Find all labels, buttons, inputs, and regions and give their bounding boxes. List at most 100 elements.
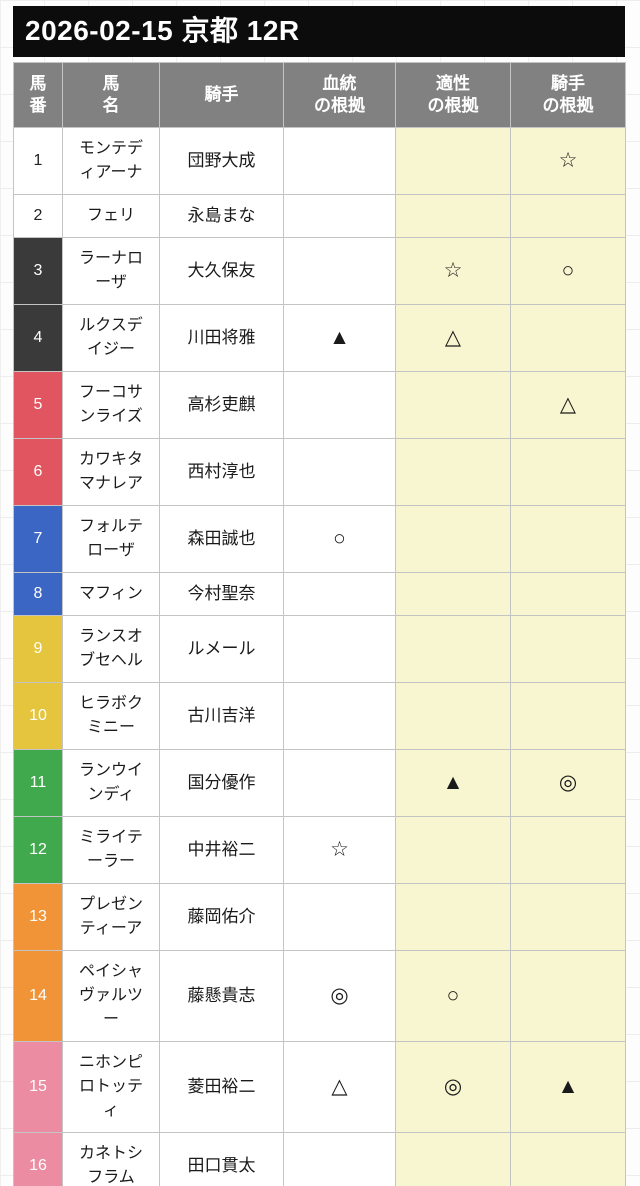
aptitude-mark-cell: ○ <box>395 950 511 1042</box>
horse-name: ランウインディ <box>78 762 143 803</box>
blood-mark-cell <box>283 572 396 616</box>
jockey-mark-cell <box>510 950 626 1042</box>
jockey-mark-cell: ▲ <box>510 1041 626 1133</box>
race-table-body: 1 モンテディアーナ 団野大成 ☆ 2 フェリ 永島まな 3 ラーナローザ 大久… <box>13 127 626 1186</box>
horse-name-cell: ニホンピロトッティ <box>62 1041 160 1133</box>
horse-name-cell: ルクスデイジー <box>62 304 160 372</box>
horse-name: マフィン <box>79 585 143 602</box>
horse-name: ニホンピロトッティ <box>78 1054 143 1119</box>
blood-mark-cell: ☆ <box>283 816 396 884</box>
jockey-mark-cell: △ <box>510 371 626 439</box>
race-table: 馬番馬名騎手 血統 の根拠 適性 の根拠 騎手 の根拠 1 モンテディアーナ 団野大成 ☆ … <box>13 62 626 1186</box>
horse-name-cell: フォルテローザ <box>62 505 160 573</box>
table-row: 4 ルクスデイジー 川田将雅 ▲ △ <box>13 304 626 372</box>
aptitude-mark-cell <box>395 682 511 750</box>
jockey-cell: 藤岡佑介 <box>159 883 284 951</box>
horse-name: カワキタマナレア <box>78 451 143 492</box>
jockey-cell: 古川吉洋 <box>159 682 284 750</box>
horse-name: ヒラボクミニー <box>78 695 143 736</box>
blood-mark-cell <box>283 237 396 305</box>
horse-number-cell: 8 <box>13 572 63 616</box>
horse-name: カネトシフラム <box>78 1145 143 1186</box>
jockey-mark-cell <box>510 194 626 238</box>
blood-mark-cell <box>283 438 396 506</box>
horse-number-cell: 7 <box>13 505 63 573</box>
blood-mark-cell <box>283 749 396 817</box>
jockey-mark-cell <box>510 682 626 750</box>
jockey-cell: 大久保友 <box>159 237 284 305</box>
horse-number-cell: 13 <box>13 883 63 951</box>
aptitude-mark-cell <box>395 438 511 506</box>
horse-number-cell: 2 <box>13 194 63 238</box>
aptitude-mark-cell <box>395 1132 511 1186</box>
horse-name-cell: プレゼンティーア <box>62 883 160 951</box>
jockey-mark-cell: ◎ <box>510 749 626 817</box>
horse-name-cell: ランウインディ <box>62 749 160 817</box>
table-row: 13 プレゼンティーア 藤岡佑介 <box>13 883 626 951</box>
blood-mark-cell: ▲ <box>283 304 396 372</box>
table-row: 10 ヒラボクミニー 古川吉洋 <box>13 682 626 750</box>
aptitude-mark-cell: △ <box>395 304 511 372</box>
table-row: 16 カネトシフラム 田口貫太 <box>13 1132 626 1186</box>
blood-mark-cell: ○ <box>283 505 396 573</box>
jockey-cell: 西村淳也 <box>159 438 284 506</box>
table-row: 7 フォルテローザ 森田誠也 ○ <box>13 505 626 573</box>
table-row: 1 モンテディアーナ 団野大成 ☆ <box>13 127 626 195</box>
aptitude-mark-cell <box>395 194 511 238</box>
horse-number-cell: 1 <box>13 127 63 195</box>
aptitude-mark-cell <box>395 883 511 951</box>
horse-name-cell: ミライテーラー <box>62 816 160 884</box>
horse-name-cell: カネトシフラム <box>62 1132 160 1186</box>
horse-name-cell: モンテディアーナ <box>62 127 160 195</box>
jockey-mark-cell <box>510 572 626 616</box>
jockey-mark-cell: ○ <box>510 237 626 305</box>
blood-mark-cell <box>283 194 396 238</box>
horse-name-cell: ランスオブセヘル <box>62 615 160 683</box>
horse-number-cell: 6 <box>13 438 63 506</box>
blood-mark-cell <box>283 682 396 750</box>
blood-mark-cell <box>283 127 396 195</box>
horse-name: ランスオブセヘル <box>79 628 143 669</box>
aptitude-mark-cell: ◎ <box>395 1041 511 1133</box>
horse-name-cell: フーコサンライズ <box>62 371 160 439</box>
column-header-jk: 騎手 の根拠 <box>510 62 626 128</box>
horse-name-cell: フェリ <box>62 194 160 238</box>
jockey-cell: 川田将雅 <box>159 304 284 372</box>
jockey-mark-cell: ☆ <box>510 127 626 195</box>
column-header-name: 馬名 <box>62 62 160 128</box>
horse-number-cell: 16 <box>13 1132 63 1186</box>
horse-name: モンテディアーナ <box>78 140 143 181</box>
table-row: 3 ラーナローザ 大久保友 ☆ ○ <box>13 237 626 305</box>
blood-mark-cell: ◎ <box>283 950 396 1042</box>
horse-name: ペイシャヴァルツー <box>78 963 143 1028</box>
aptitude-mark-cell <box>395 615 511 683</box>
jockey-cell: 国分優作 <box>159 749 284 817</box>
blood-mark-cell: △ <box>283 1041 396 1133</box>
jockey-cell: 森田誠也 <box>159 505 284 573</box>
horse-name-cell: ペイシャヴァルツー <box>62 950 160 1042</box>
horse-number-cell: 3 <box>13 237 63 305</box>
table-row: 5 フーコサンライズ 高杉吏麒 △ <box>13 371 626 439</box>
jockey-mark-cell <box>510 304 626 372</box>
jockey-cell: ルメール <box>159 615 284 683</box>
horse-number-cell: 11 <box>13 749 63 817</box>
column-header-jockey: 騎手 <box>159 62 284 128</box>
horse-name-cell: ラーナローザ <box>62 237 160 305</box>
horse-number-cell: 15 <box>13 1041 63 1133</box>
horse-name-cell: ヒラボクミニー <box>62 682 160 750</box>
horse-name: ルクスデイジー <box>79 317 143 358</box>
aptitude-mark-cell <box>395 505 511 573</box>
jockey-mark-cell <box>510 1132 626 1186</box>
table-row: 2 フェリ 永島まな <box>13 194 626 238</box>
table-row: 11 ランウインディ 国分優作 ▲ ◎ <box>13 749 626 817</box>
horse-number-cell: 4 <box>13 304 63 372</box>
table-row: 14 ペイシャヴァルツー 藤懸貴志 ◎ ○ <box>13 950 626 1042</box>
horse-name-cell: マフィン <box>62 572 160 616</box>
horse-number-cell: 5 <box>13 371 63 439</box>
race-title: 2026-02-15 京都 12R <box>13 6 625 57</box>
table-row: 8 マフィン 今村聖奈 <box>13 572 626 616</box>
blood-mark-cell <box>283 615 396 683</box>
aptitude-mark-cell <box>395 572 511 616</box>
race-table-header-row: 馬番馬名騎手 血統 の根拠 適性 の根拠 騎手 の根拠 <box>13 62 626 128</box>
